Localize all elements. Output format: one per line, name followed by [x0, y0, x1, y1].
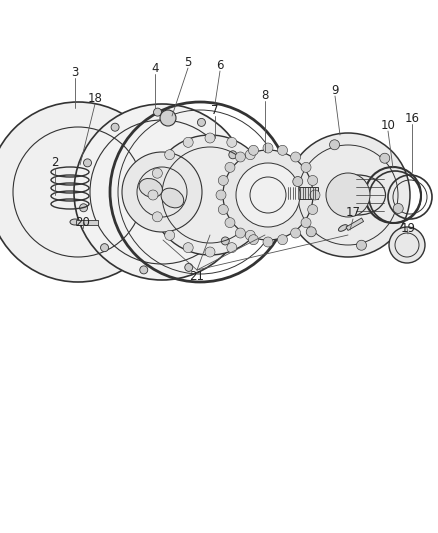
Circle shape	[184, 263, 192, 271]
Circle shape	[164, 230, 174, 240]
Circle shape	[248, 146, 258, 155]
Circle shape	[392, 204, 403, 213]
Circle shape	[235, 152, 245, 162]
Text: 7: 7	[211, 103, 218, 117]
Circle shape	[111, 123, 119, 131]
Bar	[76, 220, 98, 225]
Circle shape	[224, 163, 234, 172]
Circle shape	[306, 227, 315, 237]
Circle shape	[290, 152, 300, 162]
Circle shape	[277, 235, 287, 245]
Circle shape	[205, 133, 215, 143]
Circle shape	[139, 266, 148, 274]
Circle shape	[257, 168, 267, 178]
Circle shape	[245, 230, 255, 240]
Circle shape	[79, 204, 87, 212]
Text: 20: 20	[75, 215, 90, 229]
Circle shape	[0, 102, 168, 282]
Circle shape	[292, 176, 302, 187]
Circle shape	[83, 159, 91, 167]
Ellipse shape	[70, 219, 80, 225]
Text: 4: 4	[151, 61, 159, 75]
Circle shape	[226, 243, 236, 253]
Circle shape	[226, 138, 236, 147]
Circle shape	[356, 240, 366, 250]
Circle shape	[262, 143, 272, 153]
Circle shape	[290, 228, 300, 238]
Ellipse shape	[330, 175, 385, 215]
Circle shape	[307, 205, 317, 214]
Circle shape	[307, 175, 317, 185]
Text: 3: 3	[71, 66, 78, 78]
Circle shape	[164, 150, 174, 160]
Circle shape	[224, 217, 234, 228]
Text: 10: 10	[380, 118, 395, 132]
Circle shape	[248, 235, 258, 245]
Circle shape	[245, 150, 255, 160]
Circle shape	[153, 108, 161, 116]
Circle shape	[236, 163, 299, 227]
Circle shape	[277, 146, 287, 155]
Circle shape	[152, 212, 162, 222]
Circle shape	[300, 217, 310, 228]
Circle shape	[388, 227, 424, 263]
Circle shape	[152, 168, 162, 178]
Circle shape	[223, 150, 312, 240]
Text: 21: 21	[189, 271, 204, 284]
Text: 18: 18	[87, 92, 102, 104]
Text: 5: 5	[184, 55, 191, 69]
Circle shape	[148, 190, 158, 200]
Circle shape	[285, 133, 409, 257]
Circle shape	[325, 173, 369, 217]
Circle shape	[218, 175, 228, 185]
Circle shape	[122, 152, 201, 232]
Text: 17: 17	[345, 206, 360, 220]
Circle shape	[205, 247, 215, 257]
Ellipse shape	[338, 225, 347, 231]
Text: 8: 8	[261, 88, 268, 101]
Circle shape	[262, 237, 272, 247]
Circle shape	[300, 163, 310, 172]
Bar	[345, 218, 363, 230]
Circle shape	[150, 135, 269, 255]
Text: 16: 16	[403, 111, 419, 125]
Circle shape	[159, 110, 176, 126]
Circle shape	[197, 118, 205, 126]
Circle shape	[257, 212, 267, 222]
Circle shape	[228, 151, 236, 159]
Circle shape	[235, 228, 245, 238]
Circle shape	[379, 153, 389, 163]
Circle shape	[261, 190, 272, 200]
Text: 9: 9	[331, 84, 338, 96]
Circle shape	[329, 140, 339, 150]
Circle shape	[100, 244, 108, 252]
Circle shape	[218, 205, 228, 214]
Circle shape	[221, 237, 229, 245]
Circle shape	[237, 195, 245, 203]
Text: 6: 6	[216, 59, 223, 71]
Ellipse shape	[139, 179, 162, 197]
Ellipse shape	[161, 188, 183, 208]
Circle shape	[215, 190, 226, 200]
Circle shape	[183, 243, 193, 253]
Text: 2: 2	[51, 156, 59, 168]
Text: 19: 19	[399, 222, 414, 235]
Circle shape	[183, 138, 193, 147]
Circle shape	[309, 190, 319, 200]
Bar	[284, 187, 317, 199]
Circle shape	[74, 104, 249, 280]
